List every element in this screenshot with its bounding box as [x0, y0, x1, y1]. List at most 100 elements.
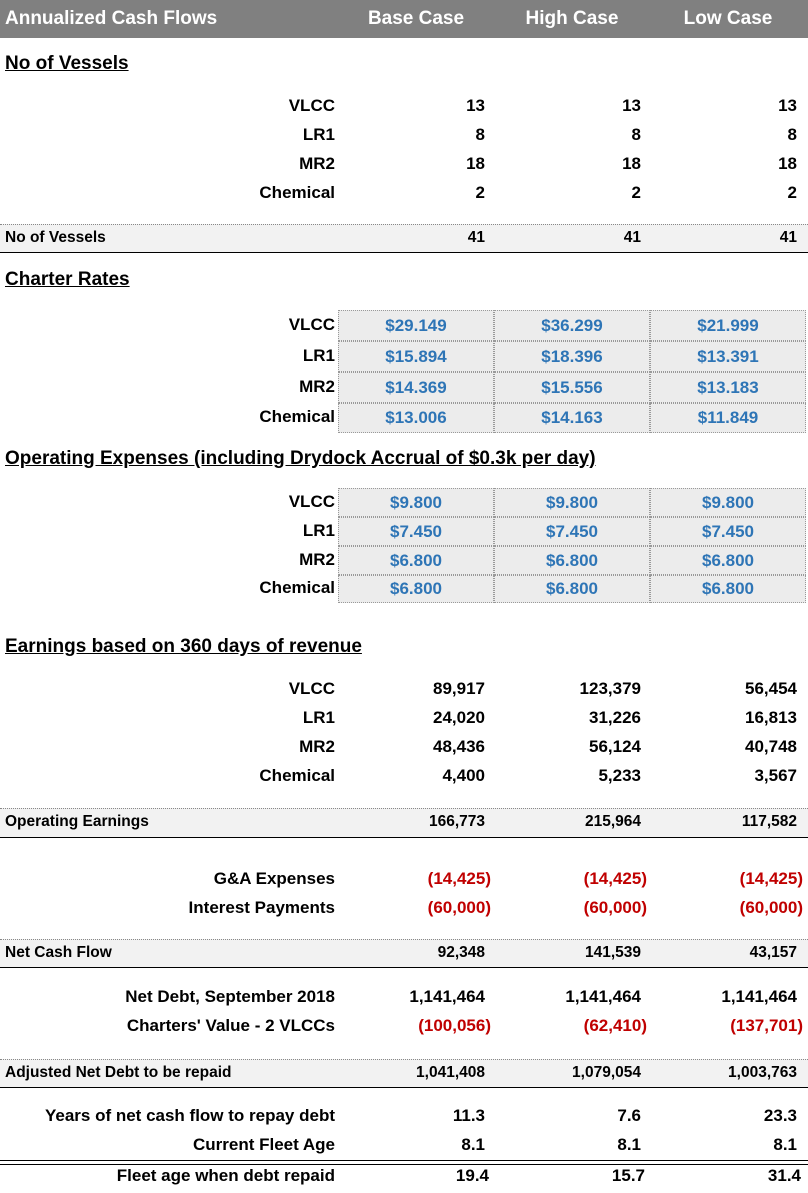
input-cell: $13.006	[338, 403, 494, 433]
cell-value: 24,020	[433, 708, 485, 727]
input-cell: $6.800	[650, 546, 806, 575]
section-heading: Charter Rates	[5, 269, 130, 290]
input-cell: $21.999	[650, 310, 806, 341]
final-label: Fleet age when debt repaid	[116, 1166, 335, 1185]
cell-value: 56,454	[745, 679, 797, 698]
input-cell: $11.849	[650, 403, 806, 433]
cell-value: 8.1	[617, 1135, 641, 1154]
cell-value: 16,813	[745, 708, 797, 727]
cell-value: 40,748	[745, 737, 797, 756]
cell-value: (60,000)	[427, 898, 491, 917]
row-label: Current Fleet Age	[192, 1135, 335, 1154]
cell-value: 18	[622, 154, 641, 173]
input-cell: $29.149	[338, 310, 494, 341]
cell-value: (14,425)	[427, 869, 491, 888]
total-label: Net Cash Flow	[5, 943, 112, 961]
cell-value: 11.3	[452, 1106, 485, 1125]
total-value: 117,582	[741, 813, 797, 830]
cell-value: 8	[787, 125, 797, 144]
cell-value: (137,701)	[730, 1016, 803, 1035]
cell-value: 2	[787, 183, 797, 202]
total-value: 166,773	[428, 813, 485, 830]
cell-value: 1,141,464	[409, 987, 485, 1006]
total-row-bg	[0, 939, 808, 968]
input-cell: $36.299	[494, 310, 650, 341]
row-label: LR1	[302, 345, 335, 365]
cell-value: 13	[622, 96, 641, 115]
row-label: Chemical	[259, 578, 335, 597]
input-cell: $7.450	[494, 517, 650, 546]
section-heading: Operating Expenses (including Drydock Ac…	[5, 448, 596, 469]
total-row-bg	[0, 224, 808, 253]
row-label: VLCC	[288, 96, 335, 115]
cell-value: 3,567	[754, 766, 797, 785]
input-cell: $15.556	[494, 372, 650, 403]
total-value: 1,079,054	[572, 1063, 641, 1081]
input-cell: $9.800	[338, 488, 494, 517]
cell-value: 23.3	[763, 1106, 797, 1125]
cell-value: 8.1	[461, 1135, 485, 1154]
cell-value: (60,000)	[739, 898, 803, 917]
row-label: VLCC	[288, 314, 335, 334]
cell-value: 1,141,464	[565, 987, 641, 1006]
total-value: 215,964	[584, 813, 641, 830]
input-cell: $14.163	[494, 403, 650, 433]
double-rule	[0, 1160, 808, 1165]
cell-value: (14,425)	[583, 869, 647, 888]
input-cell: $15.894	[338, 341, 494, 372]
header-title: Annualized Cash Flows	[5, 8, 218, 29]
total-value: 41	[623, 228, 641, 246]
section-heading: No of Vessels	[5, 53, 129, 74]
total-label: Operating Earnings	[5, 813, 149, 830]
cell-value: 7.6	[617, 1106, 641, 1125]
total-label: Adjusted Net Debt to be repaid	[5, 1063, 232, 1081]
input-cell: $13.391	[650, 341, 806, 372]
input-cell: $6.800	[650, 575, 806, 603]
cell-value: 4,400	[442, 766, 485, 785]
total-value: 41	[779, 228, 797, 246]
cell-value: (60,000)	[583, 898, 647, 917]
cell-value: 2	[631, 183, 641, 202]
column-header: Base Case	[367, 8, 465, 29]
column-header: High Case	[525, 8, 619, 29]
input-cell: $6.800	[338, 546, 494, 575]
cell-value: 48,436	[433, 737, 485, 756]
input-cell: $7.450	[650, 517, 806, 546]
row-label: Net Debt, September 2018	[125, 987, 335, 1006]
row-label: Interest Payments	[188, 898, 335, 917]
total-row-bg	[0, 1059, 808, 1088]
row-label: MR2	[299, 549, 335, 569]
input-cell: $18.396	[494, 341, 650, 372]
total-value: 43,157	[749, 943, 797, 961]
cell-value: (100,056)	[418, 1016, 491, 1035]
cell-value: 8.1	[773, 1135, 797, 1154]
input-cell: $14.369	[338, 372, 494, 403]
cell-value: 8	[475, 125, 485, 144]
input-cell: $6.800	[494, 546, 650, 575]
total-row-bg	[0, 808, 808, 838]
cell-value: (14,425)	[739, 869, 803, 888]
cell-value: 1,141,464	[721, 987, 797, 1006]
cell-value: 18	[466, 154, 485, 173]
cell-value: 18	[778, 154, 797, 173]
cell-value: 31,226	[589, 708, 641, 727]
row-label: Years of net cash flow to repay debt	[44, 1106, 335, 1125]
cell-value: (62,410)	[583, 1016, 647, 1035]
section-heading: Earnings based on 360 days of revenue	[5, 636, 362, 657]
header-bar	[0, 0, 808, 38]
cell-value: 13	[778, 96, 797, 115]
row-label: G&A Expenses	[213, 869, 335, 888]
input-cell: $6.800	[494, 575, 650, 603]
row-label: MR2	[299, 376, 335, 396]
cell-value: 8	[631, 125, 641, 144]
final-value: 15.7	[611, 1166, 645, 1185]
cell-value: 89,917	[433, 679, 485, 698]
total-value: 92,348	[437, 943, 485, 961]
row-label: Chemical	[259, 766, 335, 785]
final-value: 19.4	[455, 1166, 489, 1185]
row-label: LR1	[302, 125, 335, 144]
input-cell: $7.450	[338, 517, 494, 546]
cell-value: 56,124	[589, 737, 641, 756]
row-label: VLCC	[288, 491, 335, 511]
